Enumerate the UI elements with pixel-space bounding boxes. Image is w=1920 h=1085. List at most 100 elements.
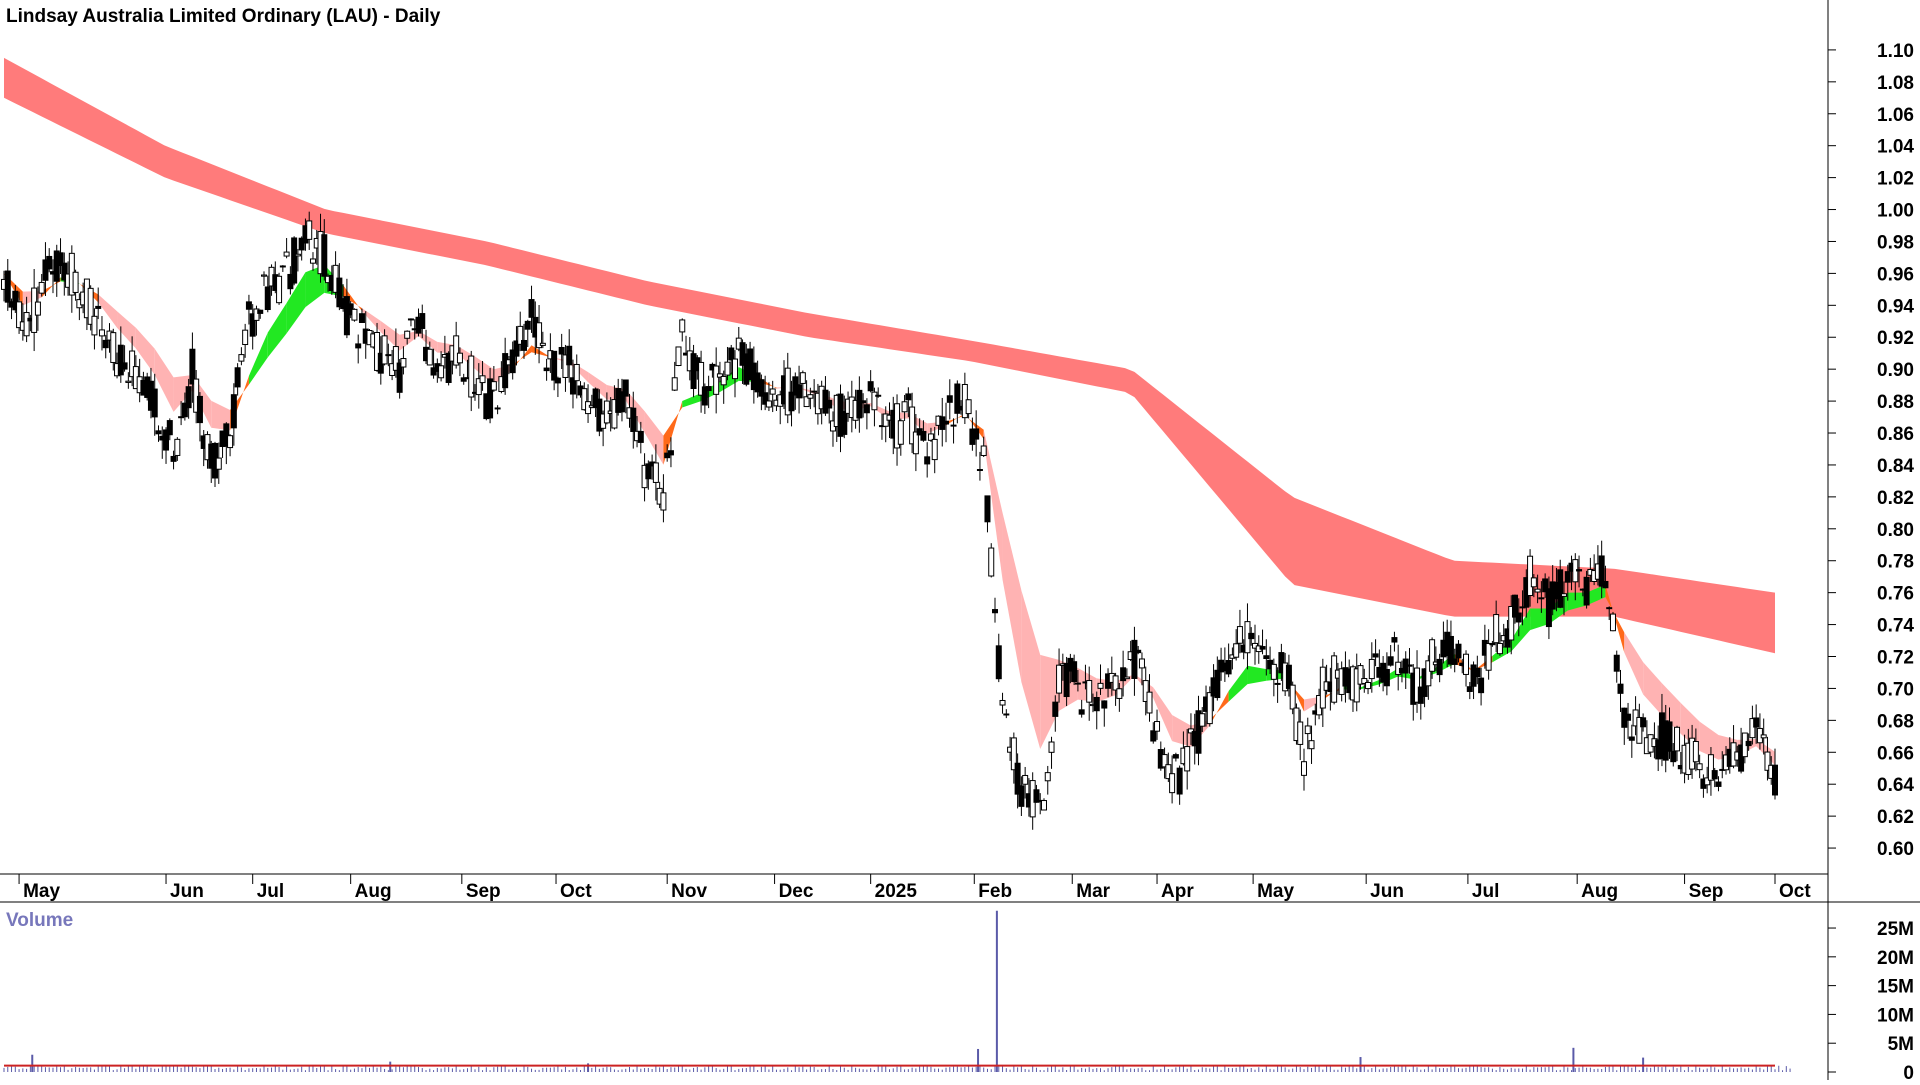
candle-up bbox=[468, 355, 475, 398]
candle-down bbox=[291, 237, 298, 284]
candle-up bbox=[1493, 614, 1500, 644]
candle-down bbox=[264, 286, 271, 311]
candle-up bbox=[1097, 682, 1104, 689]
candle-down bbox=[1018, 785, 1025, 807]
candle-down bbox=[196, 395, 203, 424]
x-tick-label: 2025 bbox=[875, 881, 918, 902]
volume-tick-label: 20M bbox=[1877, 948, 1914, 969]
price-tick-label: 0.80 bbox=[1877, 520, 1914, 541]
candle-up bbox=[174, 438, 181, 456]
candle-up bbox=[1300, 761, 1307, 776]
candle-up bbox=[1361, 678, 1368, 684]
x-tick-label: Oct bbox=[560, 881, 592, 902]
candle-up bbox=[720, 375, 727, 386]
candle-down bbox=[667, 450, 674, 456]
candle-up bbox=[698, 361, 705, 396]
candle-up bbox=[238, 354, 245, 362]
candle-down bbox=[1259, 646, 1266, 650]
candle-down bbox=[61, 262, 68, 281]
candle-up bbox=[1074, 682, 1081, 685]
candle-down bbox=[513, 340, 520, 357]
short-ma-ribbon-segment bbox=[531, 345, 551, 358]
candle-down bbox=[1078, 709, 1085, 715]
short-ma-ribbon-segment bbox=[154, 348, 174, 412]
candle-up bbox=[988, 547, 995, 577]
candle-up bbox=[1022, 774, 1029, 785]
candle-down bbox=[249, 313, 256, 337]
candle-up bbox=[392, 346, 399, 371]
candle-up bbox=[1154, 721, 1161, 732]
short-ma-ribbon-segment bbox=[98, 294, 118, 328]
candle-down bbox=[592, 388, 599, 409]
candle-down bbox=[1014, 762, 1021, 795]
price-tick-label: 0.68 bbox=[1877, 711, 1914, 732]
candle-up bbox=[1199, 713, 1206, 727]
candle-up bbox=[965, 399, 972, 415]
candle-up bbox=[306, 220, 313, 240]
candle-up bbox=[909, 406, 916, 445]
volume-label: Volume bbox=[6, 910, 73, 931]
candle-down bbox=[1466, 686, 1473, 692]
candle-up bbox=[675, 346, 682, 367]
candle-down bbox=[279, 265, 286, 268]
candle-down bbox=[155, 430, 162, 435]
candle-up bbox=[799, 372, 806, 384]
candle-up bbox=[1368, 658, 1375, 680]
price-tick-label: 0.74 bbox=[1877, 616, 1914, 637]
candle-down bbox=[1135, 649, 1142, 654]
short-ma-ribbon-segment bbox=[343, 285, 362, 312]
candle-up bbox=[562, 354, 569, 378]
x-tick-label: Jul bbox=[257, 881, 284, 902]
candle-down bbox=[257, 309, 264, 314]
candle-down bbox=[185, 386, 192, 409]
candle-up bbox=[1233, 643, 1240, 658]
candle-down bbox=[1753, 717, 1760, 728]
candle-down bbox=[841, 411, 848, 435]
candle-up bbox=[1365, 682, 1372, 690]
candle-down bbox=[1120, 667, 1127, 682]
candle-up bbox=[215, 457, 222, 470]
short-ma-ribbon-segment bbox=[1247, 665, 1267, 685]
candle-down bbox=[1263, 655, 1270, 660]
candle-down bbox=[1447, 635, 1454, 665]
candle-up bbox=[1010, 737, 1017, 771]
short-ma-ribbon-segment bbox=[173, 375, 193, 412]
candle-down bbox=[1542, 578, 1549, 593]
price-tick-label: 0.84 bbox=[1877, 456, 1914, 477]
candle-down bbox=[1515, 612, 1522, 623]
candle-up bbox=[351, 308, 358, 321]
candle-down bbox=[445, 352, 452, 383]
candle-down bbox=[637, 430, 644, 443]
price-tick-label: 0.70 bbox=[1877, 679, 1914, 700]
candle-up bbox=[1187, 728, 1194, 734]
candle-up bbox=[912, 431, 919, 455]
short-ma-ribbon-segment bbox=[286, 272, 306, 334]
candle-down bbox=[1576, 569, 1583, 572]
candle-down bbox=[796, 384, 803, 399]
candle-up bbox=[1429, 639, 1436, 672]
candle-down bbox=[1003, 713, 1010, 716]
x-tick-label: Jun bbox=[170, 881, 204, 902]
price-panel bbox=[1, 57, 1778, 830]
candle-down bbox=[1372, 653, 1379, 658]
candle-down bbox=[618, 391, 625, 413]
short-ma-ribbon-segment bbox=[41, 277, 61, 298]
candle-down bbox=[1512, 594, 1519, 618]
price-tick-label: 0.62 bbox=[1877, 807, 1914, 828]
short-ma-ribbon-segment bbox=[1209, 691, 1229, 726]
short-ma-ribbon-segment bbox=[1624, 632, 1644, 695]
candle-down bbox=[867, 381, 874, 392]
candle-down bbox=[121, 362, 128, 370]
candle-down bbox=[1613, 654, 1620, 672]
x-tick-label: Aug bbox=[1581, 881, 1618, 902]
candle-down bbox=[1564, 571, 1571, 583]
candle-up bbox=[34, 301, 41, 316]
candle-down bbox=[788, 391, 795, 412]
candle-down bbox=[1666, 721, 1673, 752]
candle-down bbox=[460, 377, 467, 382]
candle-down bbox=[954, 383, 961, 414]
candle-down bbox=[151, 388, 158, 418]
price-tick-label: 1.02 bbox=[1877, 169, 1914, 190]
candle-up bbox=[260, 274, 267, 277]
candle-up bbox=[479, 375, 486, 384]
